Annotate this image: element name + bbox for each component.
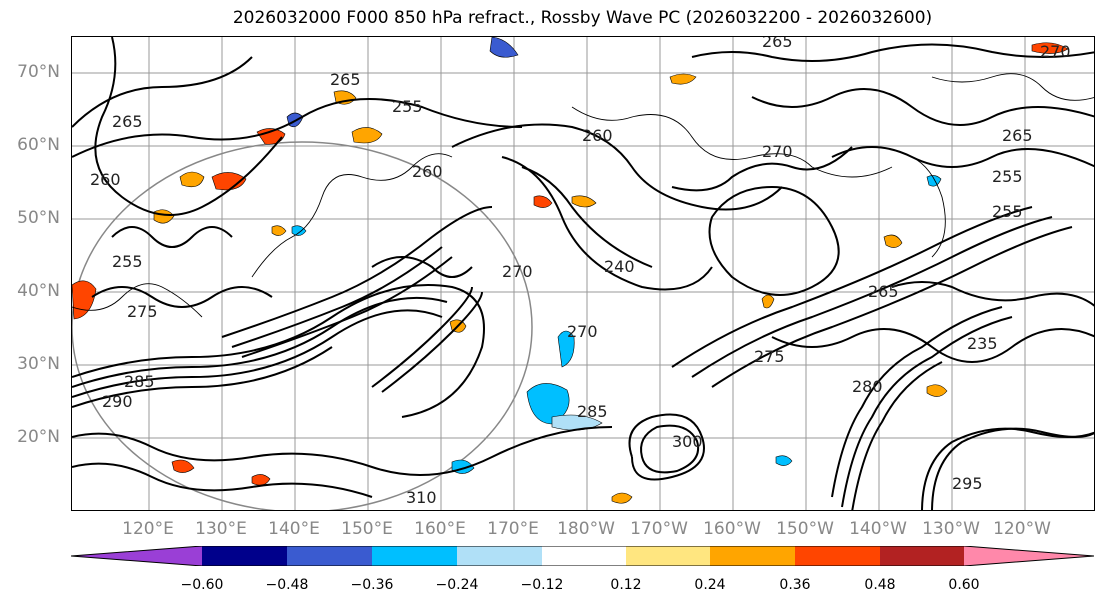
colorbar-tick: 0.36: [779, 577, 811, 593]
lon-label-170w: 170°W: [630, 519, 688, 539]
contour-label: 235: [967, 334, 998, 353]
contour-label: 270: [567, 322, 598, 341]
contour-label: 255: [992, 167, 1023, 186]
contour-label: 300: [672, 432, 703, 451]
colorbar-tick: 0.24: [694, 577, 726, 593]
anomaly-shading: [72, 37, 1069, 504]
reference-circle: [72, 141, 533, 510]
lon-label-150w: 150°W: [776, 519, 834, 539]
contour-label: 265: [112, 112, 143, 131]
lat-label-60n: 60°N: [17, 135, 60, 155]
contour-label: 270: [1040, 42, 1071, 61]
lon-label-180w: 180°W: [557, 519, 615, 539]
colorbar-segment: [287, 546, 372, 566]
colorbar-segment: [626, 546, 710, 566]
contour-label: 265: [1002, 126, 1033, 145]
contour-label: 285: [124, 372, 155, 391]
lon-label-160e: 160°E: [414, 519, 466, 539]
lat-label-50n: 50°N: [17, 208, 60, 228]
contour-label: 260: [90, 170, 121, 189]
colorbar-tick: −0.24: [435, 577, 479, 593]
contour-label: 270: [502, 262, 533, 281]
colorbar-tick: −0.12: [520, 577, 564, 593]
colorbar-segment: [795, 546, 880, 566]
colorbar-tick: 0.12: [610, 577, 642, 593]
contour-label: 295: [952, 474, 983, 493]
lat-label-20n: 20°N: [17, 427, 60, 447]
graticule: [72, 37, 1094, 510]
colorbar-segment: [710, 546, 795, 566]
colorbar-segment: [71, 546, 202, 566]
map-canvas: 265 270 265 255 260 265 260 270 255 255 …: [72, 37, 1094, 510]
colorbar-segment: [372, 546, 457, 566]
contour-label: 270: [762, 142, 793, 161]
colorbar-segment: [202, 546, 287, 566]
contour-label: 265: [762, 37, 793, 51]
lon-label-160w: 160°W: [703, 519, 761, 539]
contour-label: 275: [754, 347, 785, 366]
lat-label-40n: 40°N: [17, 281, 60, 301]
contour-label: 240: [604, 257, 635, 276]
contour-label: 255: [392, 97, 423, 116]
figure-title: 2026032000 F000 850 hPa refract., Rossby…: [232, 8, 933, 28]
contour-labels: 265 270 265 255 260 265 260 270 255 255 …: [90, 37, 1071, 507]
contour-lines: [72, 37, 1094, 510]
contour-label: 255: [112, 252, 143, 271]
colorbar-tick: 0.60: [948, 577, 980, 593]
contour-label: 275: [127, 302, 158, 321]
lat-label-30n: 30°N: [17, 354, 60, 374]
lon-label-120e: 120°E: [122, 519, 174, 539]
contour-label: 260: [582, 126, 613, 145]
colorbar-tick: −0.60: [180, 577, 224, 593]
colorbar-segment: [457, 546, 542, 566]
contour-label: 265: [868, 282, 899, 301]
lon-label-170e: 170°E: [487, 519, 539, 539]
colorbar-segment: [964, 546, 1094, 566]
lon-label-130w: 130°W: [922, 519, 980, 539]
lon-label-120w: 120°W: [993, 519, 1051, 539]
colorbar-tick: −0.48: [265, 577, 309, 593]
lat-label-70n: 70°N: [17, 62, 60, 82]
colorbar: [71, 546, 1094, 566]
map-panel: 265 270 265 255 260 265 260 270 255 255 …: [71, 36, 1095, 511]
coastlines: [72, 73, 1094, 318]
colorbar-tick: −0.36: [350, 577, 394, 593]
contour-label: 255: [992, 202, 1023, 221]
contour-label: 285: [577, 402, 608, 421]
lon-label-140e: 140°E: [268, 519, 320, 539]
contour-label: 290: [102, 392, 133, 411]
colorbar-tick: 0.48: [864, 577, 896, 593]
contour-label: 265: [330, 70, 361, 89]
colorbar-segment: [880, 546, 964, 566]
lon-label-150e: 150°E: [341, 519, 393, 539]
colorbar-segment: [542, 546, 626, 566]
contour-label: 260: [412, 162, 443, 181]
contour-label: 310: [406, 488, 437, 507]
lon-label-130e: 130°E: [195, 519, 247, 539]
contour-label: 280: [852, 377, 883, 396]
lon-label-140w: 140°W: [849, 519, 907, 539]
